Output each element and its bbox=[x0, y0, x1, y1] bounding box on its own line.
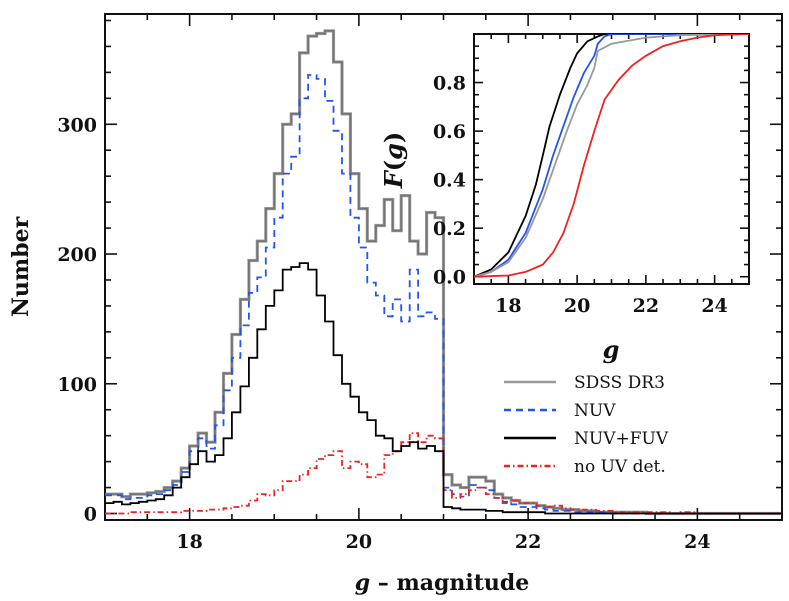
main-y-tick-label: 0 bbox=[84, 504, 97, 526]
inset-curve-nuv-fuv bbox=[474, 34, 749, 278]
main-axis-ticks: 18 20 22 24 0 100 200 300 bbox=[57, 14, 783, 553]
main-x-tick-label: 24 bbox=[684, 531, 710, 553]
inset-x-tick-label: 20 bbox=[564, 295, 590, 317]
chart-legend: SDSS DR3 NUV NUV+FUV no UV det. bbox=[504, 373, 669, 477]
inset-x-axis-label: g bbox=[603, 335, 620, 364]
inset-x-tick-label: 22 bbox=[633, 295, 659, 317]
legend-label-nuv-fuv: NUV+FUV bbox=[574, 429, 669, 449]
main-x-tick-label: 22 bbox=[515, 531, 541, 553]
inset-x-tick-label: 18 bbox=[495, 295, 521, 317]
main-y-axis-label: Number bbox=[8, 216, 34, 317]
legend-label-nuv: NUV bbox=[574, 401, 616, 421]
legend-label-no-uv-det: no UV det. bbox=[574, 457, 666, 477]
inset-y-tick-label: 0.4 bbox=[433, 170, 466, 192]
main-histogram-series bbox=[105, 29, 782, 516]
inset-y-tick-label: 0.2 bbox=[433, 218, 466, 240]
main-y-tick-label: 100 bbox=[57, 374, 97, 396]
inset-curve-sdss-dr3 bbox=[474, 34, 749, 278]
main-y-tick-label: 300 bbox=[57, 114, 97, 136]
inset-plot-frame bbox=[473, 33, 750, 285]
series-nuv-fuv bbox=[105, 262, 782, 515]
inset-axis-ticks: 18 20 22 24 0.0 0.2 0.4 0.6 0.8 bbox=[433, 34, 750, 317]
inset-y-tick-label: 0.8 bbox=[433, 73, 466, 95]
inset-y-axis-label: F(g) bbox=[379, 132, 408, 190]
inset-cdf-series bbox=[474, 34, 749, 278]
series-no-uv-det bbox=[105, 432, 782, 515]
series-nuv bbox=[105, 74, 782, 515]
main-x-tick-label: 18 bbox=[176, 531, 202, 553]
inset-curve-nuv bbox=[474, 34, 749, 278]
inset-x-tick-label: 24 bbox=[701, 295, 727, 317]
main-y-tick-label: 200 bbox=[57, 244, 97, 266]
inset-y-tick-label: 0.0 bbox=[433, 267, 466, 289]
main-x-axis-label: g – magnitude bbox=[355, 570, 530, 596]
legend-label-sdss-dr3: SDSS DR3 bbox=[574, 373, 665, 393]
main-x-tick-label: 20 bbox=[346, 531, 372, 553]
inset-y-tick-label: 0.6 bbox=[433, 121, 466, 143]
inset-curve-no-uv-det bbox=[474, 34, 749, 278]
